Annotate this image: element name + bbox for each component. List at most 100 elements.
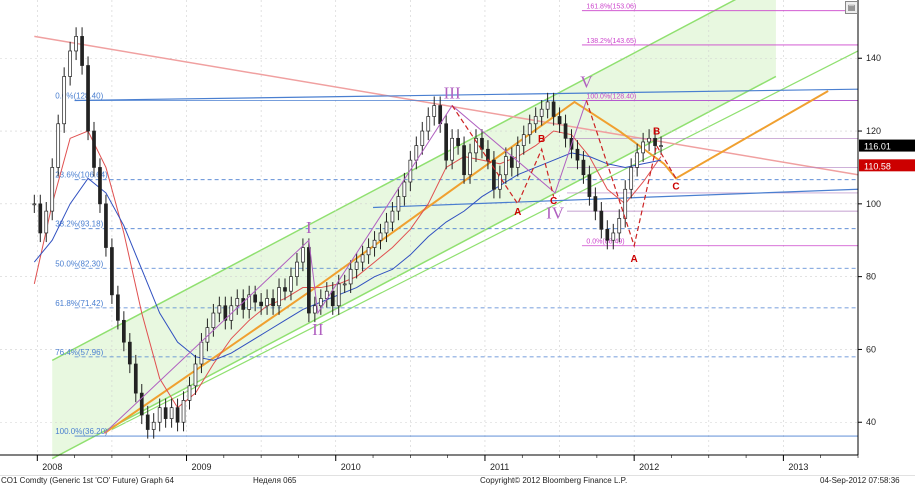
price-candle — [139, 392, 144, 416]
price-candle — [360, 254, 365, 263]
upper-blue-trendline — [74, 88, 859, 102]
price-candle — [468, 152, 472, 176]
x-tick-label: 2013 — [788, 462, 808, 472]
price-candle — [408, 159, 413, 183]
price-candle — [259, 301, 263, 307]
price-candle — [659, 145, 663, 147]
price-candle — [515, 145, 520, 168]
price-candle — [450, 137, 454, 161]
wave-label: IV — [546, 203, 565, 222]
price-candle — [396, 196, 401, 212]
price-candle — [533, 116, 538, 125]
price-candle — [104, 203, 108, 248]
price-candle — [86, 65, 90, 132]
y-tick-label: 60 — [866, 344, 876, 354]
fib-retracement-label: 23.6%(106.64) — [55, 171, 108, 180]
fib-extension-label: 161.8%(153.06) — [586, 4, 636, 11]
x-tick-label: 2011 — [490, 462, 509, 472]
price-candle — [444, 123, 449, 161]
price-candle — [503, 156, 508, 176]
price-candle — [492, 159, 496, 190]
fib-retracement-label: 38.2%(93.18) — [55, 220, 103, 229]
price-candle — [581, 159, 586, 176]
footer-security-label: CO1 Comdty (Generic 1st 'CO' Future) Gra… — [1, 476, 174, 485]
fib-extension-label: 100.0%(128.40) — [586, 93, 636, 100]
price-candle — [127, 341, 132, 365]
x-tick-label: 2010 — [341, 462, 361, 472]
fib-extension-label: 138.2%(143.65) — [586, 38, 636, 45]
price-candle — [271, 298, 275, 307]
price-candle — [486, 148, 490, 161]
price-candle — [241, 298, 246, 310]
wave-label: C — [550, 196, 557, 207]
fib-retracement-label: 0.0%(128.40) — [55, 91, 103, 100]
price-candle — [187, 385, 192, 401]
price-candle — [432, 105, 437, 117]
x-tick-label: 2008 — [42, 462, 62, 472]
price-candle — [312, 305, 317, 314]
expand-icon[interactable]: ▤ — [845, 1, 858, 14]
price-candle — [336, 283, 341, 307]
price-candle — [587, 174, 592, 197]
price-candle — [593, 196, 598, 212]
price-candle — [277, 287, 281, 307]
price-candle — [301, 247, 305, 263]
price-candle — [599, 210, 604, 230]
price-candle — [181, 400, 186, 423]
price-candle — [551, 101, 556, 117]
price-candle — [133, 363, 138, 394]
wave-label: III — [444, 83, 461, 102]
price-candle — [521, 134, 526, 146]
fib-extension-label: 0.0%(88.49) — [586, 239, 624, 246]
price-candle — [605, 228, 610, 241]
price-candle — [563, 123, 568, 139]
price-chart: 0.0%(128.40) 23.6%(106.64) 38.2%(93.18) 50.… — [0, 0, 915, 476]
price-candle — [545, 101, 550, 110]
price-candle — [414, 145, 419, 161]
price-candle — [265, 298, 269, 307]
price-candle — [50, 167, 55, 212]
price-candle — [653, 137, 657, 146]
wave-label: C — [672, 181, 679, 192]
wave-label: A — [514, 207, 521, 218]
price-candle — [253, 294, 258, 303]
price-candle — [223, 305, 228, 321]
price-candle — [462, 145, 466, 176]
price-candle — [32, 203, 37, 206]
price-candle — [527, 123, 532, 136]
wave-label: V — [580, 72, 593, 91]
wave-label: A — [631, 254, 638, 265]
price-candle — [498, 174, 502, 190]
fib-retracement-label: 100.0%(36.20) — [55, 427, 108, 436]
wave-label: B — [653, 127, 660, 138]
price-candle — [348, 269, 353, 285]
price-candle — [116, 294, 120, 321]
price-candle — [629, 167, 634, 190]
orange-trend-projection — [103, 90, 829, 434]
price-candle — [372, 239, 377, 248]
price-candle — [611, 232, 616, 241]
price-candle — [557, 116, 562, 125]
x-tick-label: 2012 — [639, 462, 659, 472]
price-candle — [98, 167, 102, 205]
y-tick-label: 100 — [866, 199, 881, 209]
price-tag-bg — [859, 159, 915, 172]
price-candle — [175, 407, 180, 423]
price-candle — [289, 276, 293, 292]
price-candle — [62, 76, 67, 125]
price-candle — [354, 261, 359, 270]
price-candle — [193, 363, 198, 387]
price-candle — [402, 181, 407, 197]
price-candle — [122, 319, 126, 343]
price-candle — [635, 152, 640, 168]
price-candle — [342, 283, 347, 286]
footer-period-label: Неделя 065 — [253, 476, 297, 485]
price-candle — [283, 287, 287, 292]
y-tick-label: 120 — [866, 126, 881, 136]
fib-retracement-label: 76.4%(57.96) — [55, 348, 103, 357]
wave-label: B — [538, 134, 545, 145]
price-candle — [366, 247, 371, 256]
channel-upper-line — [51, 0, 737, 362]
price-candle — [157, 407, 162, 423]
